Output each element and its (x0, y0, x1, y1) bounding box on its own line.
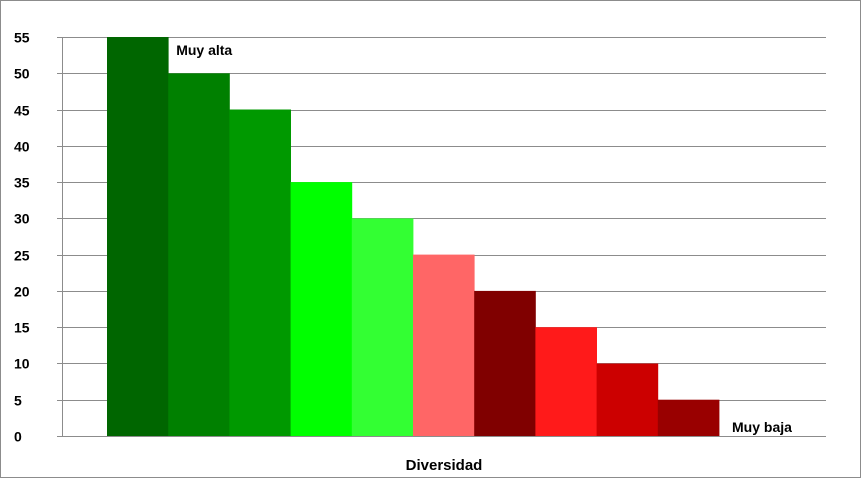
bar (657, 399, 720, 436)
y-tick-label: 55 (14, 30, 30, 46)
y-tick-label: 50 (14, 66, 30, 82)
y-tick-label: 35 (14, 175, 30, 191)
y-tick-label: 0 (14, 429, 22, 445)
y-tick-label: 45 (14, 103, 30, 119)
y-tick-labels: 0 5 10 15 20 25 30 35 40 45 50 55 (14, 30, 30, 445)
bar (413, 254, 475, 436)
y-tick-label: 10 (14, 356, 30, 372)
annotation-muy-baja: Muy baja (732, 419, 792, 435)
bar (168, 73, 230, 437)
bar (351, 218, 414, 436)
y-tick-label: 5 (14, 393, 22, 409)
bar (535, 327, 597, 436)
x-axis-label: Diversidad (406, 457, 483, 474)
bar (474, 290, 536, 436)
y-tick-label: 25 (14, 248, 30, 264)
annotation-muy-alta: Muy alta (176, 42, 232, 58)
y-tick-label: 15 (14, 320, 30, 336)
y-tick-label: 40 (14, 139, 30, 155)
axes (62, 37, 826, 437)
y-tick-label: 20 (14, 284, 30, 300)
bar (107, 37, 169, 436)
bars (107, 37, 720, 437)
bar (290, 182, 353, 436)
bar (596, 363, 659, 436)
y-tick-label: 30 (14, 211, 30, 227)
bar (229, 109, 291, 436)
